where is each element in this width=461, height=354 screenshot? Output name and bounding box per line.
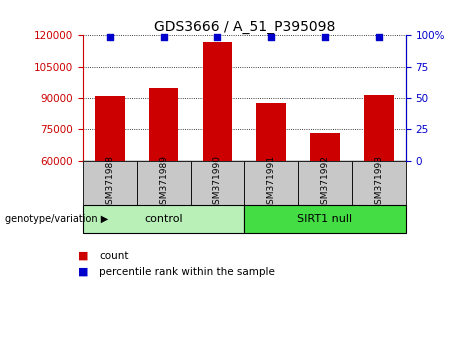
Bar <box>95 96 124 161</box>
Text: genotype/variation ▶: genotype/variation ▶ <box>5 214 108 224</box>
Point <box>106 34 113 40</box>
Point <box>160 34 167 40</box>
Point <box>321 34 329 40</box>
Bar <box>352 161 406 205</box>
Text: GSM371991: GSM371991 <box>267 155 276 211</box>
Text: GSM371990: GSM371990 <box>213 155 222 211</box>
Title: GDS3666 / A_51_P395098: GDS3666 / A_51_P395098 <box>154 21 335 34</box>
Text: count: count <box>99 251 129 261</box>
Text: control: control <box>144 214 183 224</box>
Bar <box>83 205 244 233</box>
Text: GSM371988: GSM371988 <box>106 155 114 211</box>
Bar <box>83 161 137 205</box>
Bar <box>190 161 244 205</box>
Bar <box>364 95 394 161</box>
Point <box>214 34 221 40</box>
Text: GSM371989: GSM371989 <box>159 155 168 211</box>
Text: GSM371992: GSM371992 <box>320 155 330 210</box>
Text: percentile rank within the sample: percentile rank within the sample <box>99 267 275 277</box>
Bar <box>149 87 178 161</box>
Text: SIRT1 null: SIRT1 null <box>297 214 353 224</box>
Text: GSM371993: GSM371993 <box>374 155 383 211</box>
Point <box>375 34 383 40</box>
Text: ■: ■ <box>78 251 89 261</box>
Bar <box>244 205 406 233</box>
Text: ■: ■ <box>78 267 89 277</box>
Bar <box>256 103 286 161</box>
Bar <box>203 42 232 161</box>
Bar <box>310 133 340 161</box>
Bar <box>137 161 190 205</box>
Bar <box>298 161 352 205</box>
Bar <box>244 161 298 205</box>
Point <box>267 34 275 40</box>
